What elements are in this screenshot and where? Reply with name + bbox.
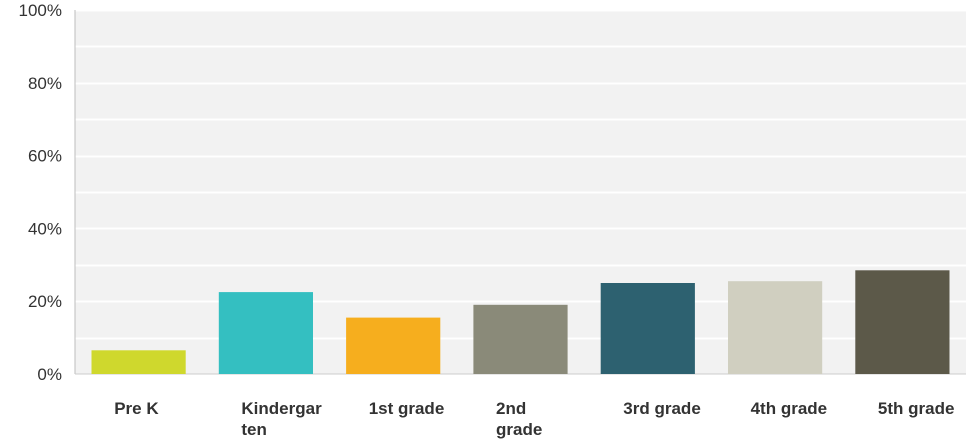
bar-kindergarten: [218, 292, 313, 374]
x-tick-label: Kindergar ten: [241, 399, 322, 439]
y-tick-labels: 0% 20% 40% 60% 80% 100%: [19, 1, 62, 384]
bar-1st-grade: [346, 317, 441, 374]
y-tick-label: 0%: [37, 365, 62, 384]
x-tick-label: Pre K: [114, 399, 159, 418]
y-tick-label: 60%: [28, 147, 62, 166]
y-tick-label: 20%: [28, 292, 62, 311]
y-tick-label: 40%: [28, 219, 62, 238]
x-tick-label: 5th grade: [878, 399, 955, 418]
y-tick-label: 100%: [19, 1, 62, 20]
bar-5th-grade: [855, 270, 950, 374]
bar-pre-k: [91, 350, 186, 374]
gridlines: [75, 9, 966, 340]
y-tick-label: 80%: [28, 74, 62, 93]
x-tick-labels: Pre K Kindergar ten 1st grade 2nd grade 3rd gr…: [114, 399, 954, 439]
x-tick-label: 3rd grade: [623, 399, 700, 418]
bars: [91, 270, 950, 374]
x-tick-label: 4th grade: [751, 399, 828, 418]
bar-4th-grade: [728, 281, 823, 374]
x-tick-label: 1st grade: [369, 399, 445, 418]
bar-2nd-grade: [473, 304, 568, 374]
bar-3rd-grade: [600, 283, 695, 374]
x-tick-label: 2nd grade: [496, 399, 542, 439]
